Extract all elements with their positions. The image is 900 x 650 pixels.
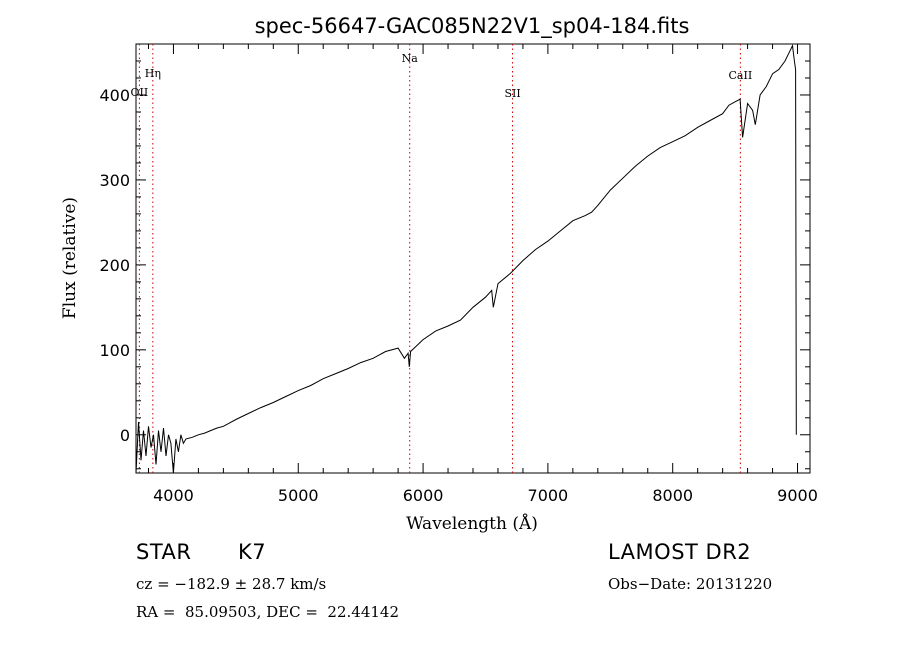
x-tick-label: 9000 <box>777 486 818 505</box>
x-tick-label: 5000 <box>278 486 319 505</box>
spectral-subclass: K7 <box>238 540 267 564</box>
series-layer <box>135 43 797 474</box>
line-marker-label: Na <box>402 52 419 65</box>
spectrum-line <box>135 43 797 474</box>
x-tick-label: 4000 <box>153 486 194 505</box>
y-tick-label: 100 <box>99 341 130 360</box>
line-markers: Hη OII Na SII CaII <box>131 44 753 473</box>
line-marker-label: OII <box>131 86 149 99</box>
chart-title: spec-56647-GAC085N22V1_sp04-184.fits <box>255 14 690 39</box>
observation-date: Obs−Date: 20131220 <box>608 575 773 593</box>
redshift-velocity: cz = −182.9 ± 28.7 km/s <box>136 575 327 593</box>
y-tick-label: 400 <box>99 86 130 105</box>
x-tick-label: 6000 <box>403 486 444 505</box>
x-tick-label: 8000 <box>652 486 693 505</box>
y-tick-label: 300 <box>99 171 130 190</box>
coordinates: RA = 85.09503, DEC = 22.44142 <box>136 603 400 621</box>
line-marker-label: SII <box>504 87 520 100</box>
x-axis-label: Wavelength (Å) <box>406 513 538 534</box>
object-class: STAR <box>136 540 192 564</box>
axis-ticks: 4000 5000 6000 7000 8000 9000 0 100 200 300 400 <box>99 44 818 505</box>
survey-name: LAMOST DR2 <box>608 540 752 564</box>
y-tick-label: 0 <box>120 426 130 445</box>
y-axis-label: Flux (relative) <box>60 197 80 319</box>
y-tick-label: 200 <box>99 256 130 275</box>
line-marker-label: Hη <box>145 67 161 80</box>
x-tick-label: 7000 <box>528 486 569 505</box>
plot-frame <box>135 43 811 474</box>
line-marker-label: CaII <box>729 69 753 82</box>
